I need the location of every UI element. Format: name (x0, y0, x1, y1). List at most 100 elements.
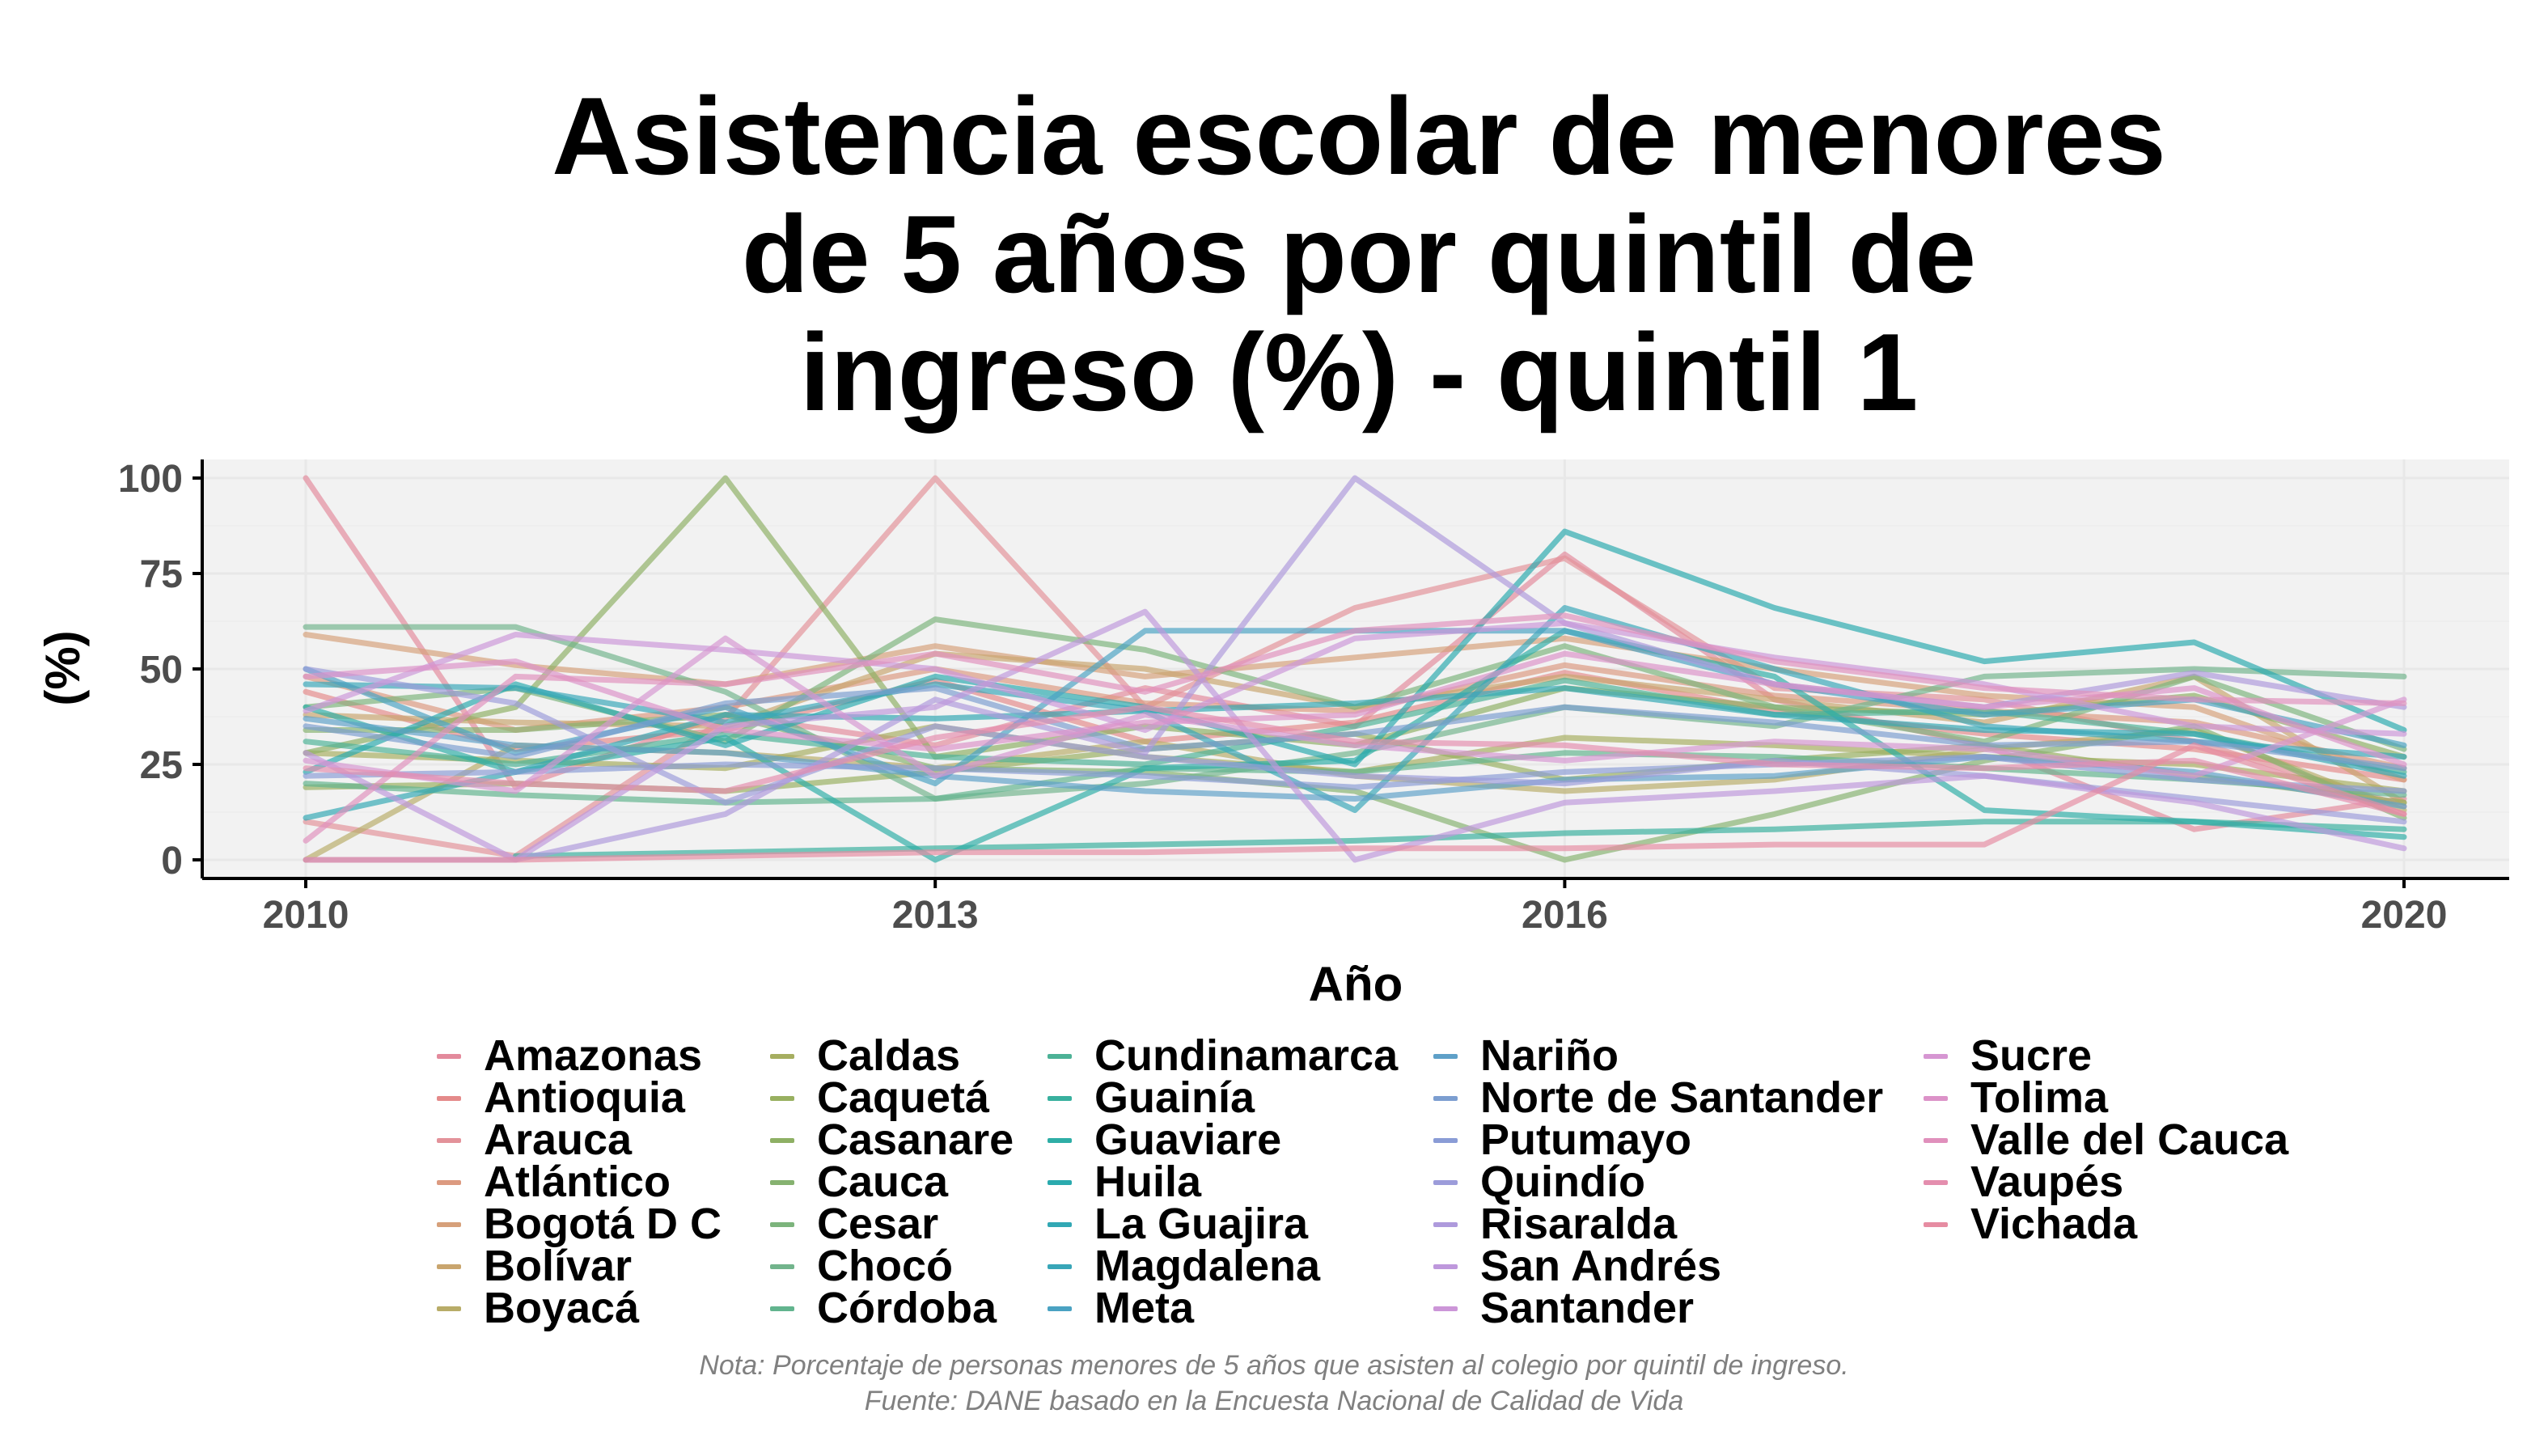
legend-label: Córdoba (817, 1284, 997, 1332)
legend-label: Guainía (1094, 1073, 1255, 1122)
y-axis-title: (%) (36, 630, 90, 705)
legend-key (1433, 1306, 1458, 1311)
legend-label: Nariño (1480, 1031, 1619, 1080)
legend-key (1433, 1054, 1458, 1059)
chart-title-line-2: de 5 años por quintil de (741, 193, 1977, 315)
series-line-19 (303, 605, 2407, 814)
legend-label: Vichada (1970, 1200, 2138, 1248)
legend-label: Putumayo (1480, 1115, 1692, 1164)
y-tick-label: 100 (118, 458, 183, 501)
series-line-31 (303, 704, 2407, 817)
chart-title-line-1: Asistencia escolar de menores (552, 74, 2166, 197)
legend-key (770, 1096, 794, 1101)
legend-label: Cundinamarca (1094, 1031, 1399, 1080)
legend-label: La Guajira (1094, 1200, 1309, 1248)
series-line-13 (303, 750, 2407, 806)
legend-key (1048, 1180, 1072, 1185)
chart-title-line-3: ingreso (%) - quintil 1 (799, 311, 1919, 434)
legend-key (437, 1264, 461, 1269)
series-layer (303, 475, 2407, 863)
y-tick-label: 0 (161, 840, 183, 882)
chart-title: Asistencia escolar de menores de 5 años … (291, 77, 2427, 431)
legend-key (770, 1138, 794, 1143)
legend-key (770, 1180, 794, 1185)
legend-label: Huila (1094, 1158, 1202, 1206)
x-tick-label: 2016 (1522, 894, 1608, 937)
legend-label: Magdalena (1094, 1242, 1321, 1290)
series-line-26 (303, 608, 2407, 863)
legend-key (1433, 1264, 1458, 1269)
legend-label: Cesar (817, 1200, 939, 1248)
x-tick-label: 2010 (263, 894, 349, 937)
legend-key (437, 1054, 461, 1059)
legend-label: Santander (1480, 1284, 1695, 1332)
legend-key (1433, 1096, 1458, 1101)
legend-key (770, 1264, 794, 1269)
legend-key (1048, 1096, 1072, 1101)
x-tick-label: 2013 (892, 894, 979, 937)
y-tick-label: 75 (140, 553, 183, 596)
series-line-30 (303, 612, 2407, 844)
legend-label: Meta (1094, 1284, 1195, 1332)
legend-key (1048, 1222, 1072, 1227)
legend-label: Chocó (817, 1242, 953, 1290)
legend-label: Sucre (1970, 1031, 2093, 1080)
legend-key (1048, 1054, 1072, 1059)
legend-key (437, 1306, 461, 1311)
legend-label: Antioquia (484, 1073, 685, 1122)
y-tick-label: 25 (140, 744, 183, 787)
legend-key (770, 1222, 794, 1227)
series-line-22 (303, 685, 2407, 772)
legend-key (1924, 1138, 1948, 1143)
legend-label: Risaralda (1480, 1200, 1678, 1248)
series-line-15 (512, 819, 2407, 859)
y-tick-label: 50 (140, 649, 183, 692)
legend-key (770, 1054, 794, 1059)
legend-label: Amazonas (484, 1031, 703, 1080)
legend-key (1924, 1054, 1948, 1059)
legend-key (437, 1138, 461, 1143)
legend-label: Norte de Santander (1480, 1073, 1884, 1122)
legend-label: Tolima (1970, 1073, 2109, 1122)
legend-label: San Andrés (1480, 1242, 1722, 1290)
legend-label: Bogotá D C (484, 1200, 722, 1248)
legend-label: Guaviare (1094, 1115, 1282, 1164)
legend-key (1048, 1264, 1072, 1269)
legend-key (437, 1222, 461, 1227)
x-axis-title: Año (1309, 957, 1403, 1011)
legend-label: Quindío (1480, 1158, 1645, 1206)
x-tick-label: 2020 (2361, 894, 2448, 937)
series-line-3 (303, 662, 2407, 772)
legend-label: Caldas (817, 1031, 961, 1080)
legend-key (437, 1180, 461, 1185)
series-line-12 (303, 624, 2407, 802)
series-line-29 (303, 650, 2407, 768)
legend-key (1924, 1180, 1948, 1185)
legend-label: Caquetá (817, 1073, 990, 1122)
series-line-32 (303, 742, 2407, 863)
source-text: Fuente: DANE basado en la Encuesta Nacio… (864, 1386, 1684, 1416)
legend-label: Cauca (817, 1158, 949, 1206)
legend-key (1433, 1180, 1458, 1185)
note-text: Nota: Porcentaje de personas menores de … (699, 1350, 1849, 1381)
legend-label: Valle del Cauca (1970, 1115, 2289, 1164)
legend-key (1433, 1138, 1458, 1143)
y-ticks: 0 25 50 75 100 (118, 458, 202, 882)
series-line-28 (303, 635, 2407, 794)
legend-label: Bolívar (484, 1242, 633, 1290)
chart-note: Nota: Porcentaje de personas menores de … (0, 1348, 2548, 1419)
legend-key (770, 1306, 794, 1311)
legend-key (1924, 1096, 1948, 1101)
legend-key (1048, 1138, 1072, 1143)
legend-label: Atlántico (484, 1158, 671, 1206)
legend-key (1433, 1222, 1458, 1227)
legend-label: Casanare (817, 1115, 1014, 1164)
x-ticks: 2010 2013 2016 2020 (263, 878, 2448, 937)
legend-key (437, 1096, 461, 1101)
legend-label: Vaupés (1970, 1158, 2124, 1206)
series-line-14 (303, 677, 2407, 775)
legend-label: Arauca (484, 1115, 633, 1164)
legend-key (1048, 1306, 1072, 1311)
legend-key (1924, 1222, 1948, 1227)
